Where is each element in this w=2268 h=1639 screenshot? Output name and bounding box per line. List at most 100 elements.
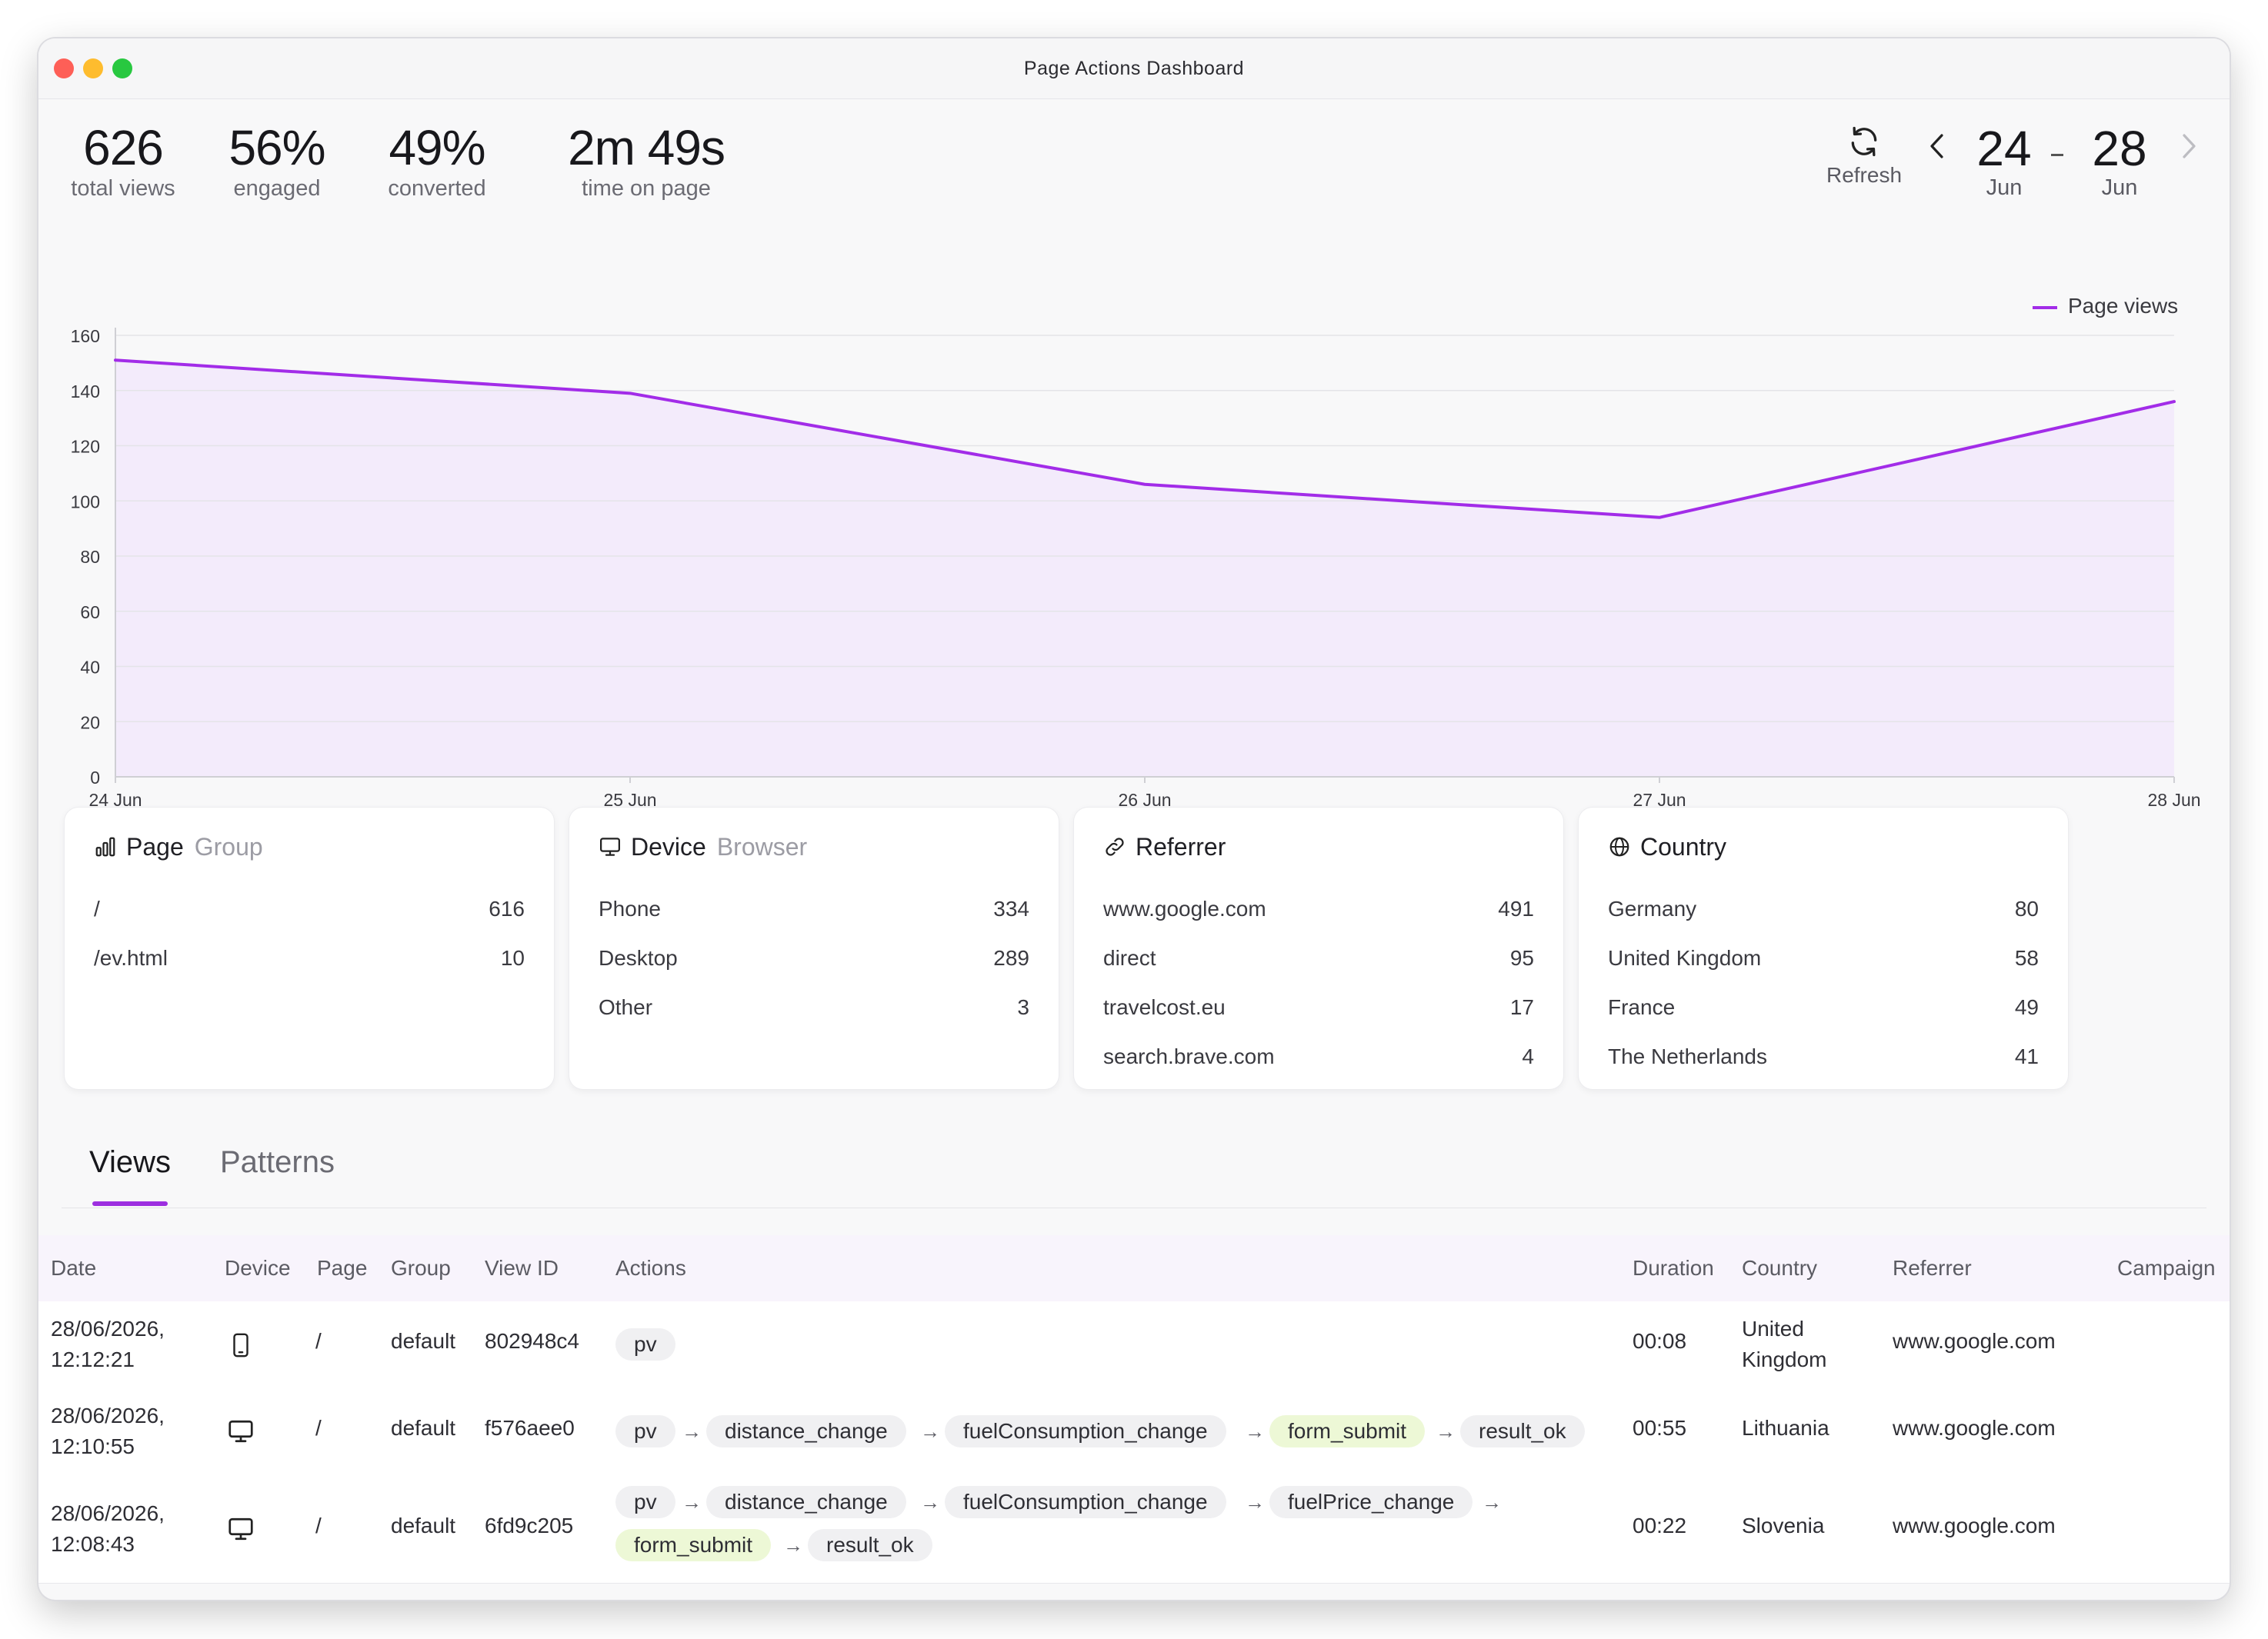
cell-date: 28/06/2026, 12:08:43	[51, 1498, 165, 1560]
card-row[interactable]: www.google.com 491	[1103, 894, 1534, 924]
row-value: 616	[489, 897, 525, 921]
row-value: 41	[2014, 1044, 2039, 1068]
row-label: Phone	[599, 897, 661, 921]
card-row[interactable]: United Kingdom 58	[1608, 943, 2039, 974]
action-chip: pv	[615, 1328, 675, 1361]
card-row[interactable]: Other 3	[599, 992, 1029, 1023]
row-label: travelcost.eu	[1103, 995, 1226, 1019]
arrow-right-icon: →	[920, 1491, 940, 1514]
globe-icon	[1609, 837, 1629, 857]
stat-time-on-page: 2m 49s time on page	[531, 120, 762, 202]
y-tick-label: 80	[80, 547, 100, 567]
chart-legend[interactable]: Page views	[2033, 292, 2178, 320]
date-text: 28/06/2026,	[51, 1317, 165, 1341]
table-row[interactable]: 28/06/2026, 12:10:55 / default f576aee0 p…	[38, 1388, 2230, 1476]
column-header-date[interactable]: Date	[51, 1256, 97, 1280]
zoom-window-button[interactable]	[112, 58, 132, 78]
column-header-referrer[interactable]: Referrer	[1893, 1256, 1972, 1280]
legend-swatch	[2033, 305, 2057, 309]
card-row[interactable]: France 49	[1608, 992, 2039, 1023]
page-card: Page Group / 616 /ev.html 10	[65, 808, 554, 1089]
minimize-window-button[interactable]	[83, 58, 103, 78]
card-subtitle-tab[interactable]: Group	[194, 833, 263, 861]
column-header-actions[interactable]: Actions	[615, 1256, 686, 1280]
stat-label: time on page	[582, 176, 711, 201]
stat-label: converted	[388, 176, 486, 201]
tab-views[interactable]: Views	[89, 1145, 171, 1179]
cell-group: default	[391, 1329, 456, 1353]
card-row[interactable]: Phone 334	[599, 894, 1029, 924]
row-value: 3	[1017, 995, 1029, 1019]
start-month: Jun	[1986, 175, 2023, 200]
country-card: Country Germany 80 United Kingdom 58 Franc…	[1579, 808, 2068, 1089]
link-icon	[1106, 838, 1124, 856]
card-header: Page Group	[94, 829, 263, 864]
arrow-right-icon: →	[1245, 1491, 1265, 1514]
card-subtitle-tab[interactable]: Browser	[716, 833, 808, 861]
table-row[interactable]: 28/06/2026, 12:12:21 / default 802948c4 p…	[38, 1301, 2230, 1389]
title-bar: Page Actions Dashboard	[38, 38, 2230, 99]
card-row[interactable]: The Netherlands 41	[1608, 1041, 2039, 1072]
card-title: Device	[631, 833, 706, 861]
table-header: Date Device Page Group View ID Actions D…	[38, 1235, 2230, 1302]
card-row[interactable]: direct 95	[1103, 943, 1534, 974]
column-header-country[interactable]: Country	[1742, 1256, 1818, 1280]
row-label: The Netherlands	[1608, 1044, 1768, 1068]
row-value: 58	[2014, 946, 2039, 970]
card-row[interactable]: /ev.html 10	[94, 943, 525, 974]
device-card: Device Browser Phone 334 Desktop 289 Other 3	[569, 808, 1059, 1089]
row-label: Germany	[1608, 897, 1697, 921]
card-row[interactable]: travelcost.eu 17	[1103, 992, 1534, 1023]
previous-range-chevron-icon[interactable]	[1925, 131, 1948, 162]
referrer-card: Referrer www.google.com 491 direct 95 trav…	[1074, 808, 1563, 1089]
cell-referrer: www.google.com	[1893, 1514, 2056, 1537]
date-text: 28/06/2026,	[51, 1404, 165, 1427]
column-header-duration[interactable]: Duration	[1633, 1256, 1714, 1280]
stat-value: 2m 49s	[568, 120, 725, 175]
bar-chart-icon	[95, 837, 115, 857]
date-range-start[interactable]: 24 Jun	[1969, 122, 2039, 200]
row-value: 17	[1509, 995, 1534, 1019]
y-tick-label: 40	[80, 658, 100, 678]
date-range-end[interactable]: 28 Jun	[2085, 122, 2154, 200]
arrow-right-icon: →	[1436, 1420, 1456, 1443]
stat-label: engaged	[233, 176, 321, 201]
card-row[interactable]: search.brave.com 4	[1103, 1041, 1534, 1072]
row-label: direct	[1103, 946, 1156, 970]
x-tick-label: 26 Jun	[1118, 790, 1171, 810]
next-range-chevron-icon[interactable]	[2177, 131, 2200, 162]
card-row[interactable]: Germany 80	[1608, 894, 2039, 924]
card-row[interactable]: / 616	[94, 894, 525, 924]
close-window-button[interactable]	[54, 58, 74, 78]
action-chip: result_ok	[1460, 1415, 1585, 1447]
cell-duration: 00:55	[1633, 1416, 1687, 1440]
time-text: 12:08:43	[51, 1532, 135, 1556]
row-label: /	[94, 897, 100, 921]
start-day: 24	[1976, 121, 2032, 176]
column-header-page[interactable]: Page	[317, 1256, 368, 1280]
column-header-campaign[interactable]: Campaign	[2117, 1256, 2216, 1280]
refresh-button[interactable]: Refresh	[1822, 125, 1906, 188]
arrow-right-icon: →	[682, 1420, 702, 1443]
column-header-device[interactable]: Device	[225, 1256, 291, 1280]
cell-page: /	[315, 1329, 322, 1353]
column-header-view-id[interactable]: View ID	[485, 1256, 559, 1280]
stat-engaged: 56% engaged	[223, 120, 331, 202]
action-chip-highlighted: form_submit	[615, 1529, 772, 1561]
action-chip-highlighted: form_submit	[1269, 1415, 1426, 1447]
date-range-separator	[2051, 154, 2063, 156]
row-value: 289	[993, 946, 1029, 970]
time-text: 12:10:55	[51, 1434, 135, 1458]
row-value: 334	[993, 897, 1029, 921]
card-header: Referrer	[1103, 829, 1226, 864]
card-row[interactable]: Desktop 289	[599, 943, 1029, 974]
monitor-icon	[600, 838, 620, 856]
active-tab-indicator	[92, 1201, 168, 1206]
card-title: Page	[126, 833, 184, 861]
action-chip: pv	[615, 1486, 675, 1518]
x-tick-label: 24 Jun	[88, 790, 142, 810]
table-row[interactable]: 28/06/2026, 12:08:43 / default 6fd9c205 p…	[38, 1475, 2230, 1584]
column-header-group[interactable]: Group	[391, 1256, 451, 1280]
tab-patterns[interactable]: Patterns	[220, 1145, 335, 1179]
row-label: www.google.com	[1103, 897, 1266, 921]
